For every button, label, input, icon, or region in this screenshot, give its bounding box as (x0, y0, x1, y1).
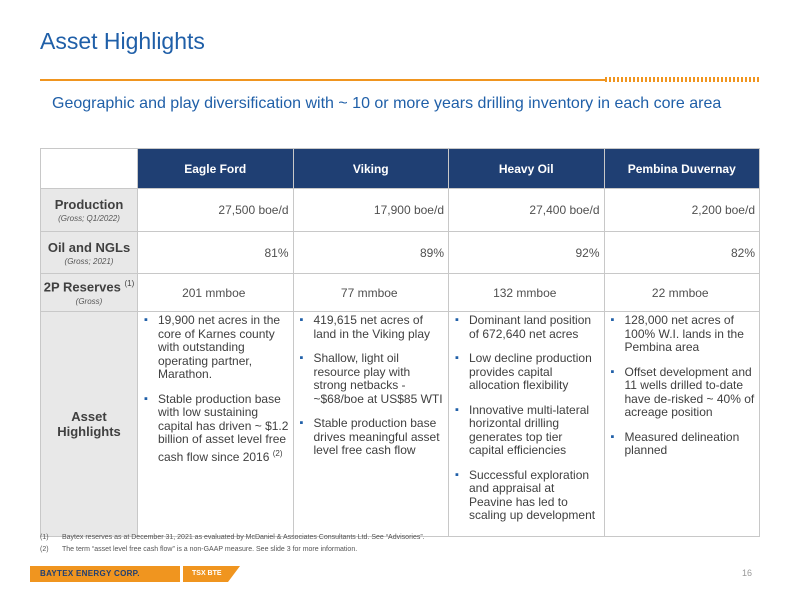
brand-ticker: TSX BTE (180, 566, 240, 582)
cell-production-heavy-oil: 27,400 boe/d (448, 188, 605, 232)
list-item: 128,000 net acres of 100% W.I. lands in … (609, 313, 756, 355)
cell-highlights-pembina: 128,000 net acres of 100% W.I. lands in … (603, 311, 760, 537)
cell-oil-ngl-pembina: 82% (603, 231, 760, 274)
table-row: 2P Reserves (1) (Gross) 201 mmboe 77 mmb… (40, 273, 760, 312)
brand-separator (180, 566, 183, 582)
footnote: (2) The term “asset level free cash flow”… (40, 544, 425, 556)
slide-title: Asset Highlights (40, 28, 205, 54)
list-item: Innovative multi-lateral horizontal dril… (453, 403, 600, 458)
footnote-text: The term “asset level free cash flow” is… (62, 546, 358, 553)
list-item: Dominant land position of 672,640 net ac… (453, 313, 600, 341)
column-header-eagle-ford: Eagle Ford (137, 148, 294, 189)
footnote-number: (1) (40, 534, 49, 541)
title-rule-hatch (605, 77, 760, 82)
list-item: Measured delineation planned (609, 430, 756, 458)
table-row: Asset Highlights 19,900 net acres in the… (40, 311, 760, 537)
row-label-sub: (Gross) (75, 296, 103, 306)
footnote-ref: (2) (272, 448, 283, 458)
cell-highlights-viking: 419,615 net acres of land in the Viking … (292, 311, 449, 537)
title-rule (40, 79, 605, 81)
asset-table: Eagle Ford Viking Heavy Oil Pembina Duve… (40, 148, 760, 537)
list-item: Shallow, light oil resource play with st… (298, 351, 445, 406)
table-header-row: Eagle Ford Viking Heavy Oil Pembina Duve… (40, 148, 760, 189)
column-header-viking: Viking (292, 148, 449, 189)
row-label-main: Oil and NGLs (47, 239, 131, 255)
list-item: 419,615 net acres of land in the Viking … (298, 313, 445, 341)
table-row: Oil and NGLs (Gross; 2021) 81% 89% 92% 8… (40, 231, 760, 274)
bullet-list: 128,000 net acres of 100% W.I. lands in … (609, 313, 756, 458)
cell-reserves-viking: 77 mmboe (292, 273, 449, 312)
bullet-list: 19,900 net acres in the core of Karnes c… (142, 313, 289, 465)
header-blank-cell (40, 148, 138, 189)
list-item-text: Stable production base with low sustaini… (158, 391, 289, 464)
row-label-reserves: 2P Reserves (1) (Gross) (40, 273, 138, 312)
cell-reserves-eagle-ford: 201 mmboe (137, 273, 294, 312)
row-label-main: 2P Reserves (1) (43, 279, 135, 294)
row-label-text: 2P Reserves (43, 279, 121, 295)
cell-oil-ngl-eagle-ford: 81% (137, 231, 294, 274)
footnotes: (1) Baytex reserves as at December 31, 20… (40, 532, 425, 556)
list-item: Stable production base with low sustaini… (142, 391, 289, 465)
list-item: 19,900 net acres in the core of Karnes c… (142, 313, 289, 382)
slide-subtitle: Geographic and play diversification with… (52, 95, 722, 112)
row-label-sub: (Gross; Q1/2022) (58, 214, 120, 223)
list-item: Low decline production provides capital … (453, 351, 600, 393)
footnote-ref: (1) (124, 279, 135, 289)
bullet-list: Dominant land position of 672,640 net ac… (453, 313, 600, 523)
row-label-line1: Asset (71, 408, 107, 424)
table-row: Production (Gross; Q1/2022) 27,500 boe/d… (40, 188, 760, 232)
column-header-heavy-oil: Heavy Oil (448, 148, 605, 189)
row-label-production: Production (Gross; Q1/2022) (40, 188, 138, 232)
cell-production-eagle-ford: 27,500 boe/d (137, 188, 294, 232)
column-header-pembina-duvernay: Pembina Duvernay (603, 148, 760, 189)
list-item: Successful exploration and appraisal at … (453, 468, 600, 523)
footnote: (1) Baytex reserves as at December 31, 20… (40, 532, 425, 544)
cell-oil-ngl-heavy-oil: 92% (448, 231, 605, 274)
list-item: Stable production base drives meaningful… (298, 416, 445, 458)
row-label-oil-ngl: Oil and NGLs (Gross; 2021) (40, 231, 138, 274)
row-label-asset-highlights: Asset Highlights (40, 311, 138, 537)
list-item: Offset development and 11 wells drilled … (609, 365, 756, 420)
cell-oil-ngl-viking: 89% (292, 231, 449, 274)
row-label-sub: (Gross; 2021) (64, 256, 114, 266)
row-label-line2: Highlights (57, 423, 121, 439)
bullet-list: 419,615 net acres of land in the Viking … (298, 313, 445, 458)
cell-production-pembina: 2,200 boe/d (603, 188, 760, 232)
footnote-text: Baytex reserves as at December 31, 2021 … (62, 534, 425, 541)
footnote-number: (2) (40, 546, 49, 553)
cell-reserves-pembina: 22 mmboe (603, 273, 760, 312)
cell-highlights-eagle-ford: 19,900 net acres in the core of Karnes c… (137, 311, 294, 537)
brand-bar: BAYTEX ENERGY CORP. TSX BTE (30, 566, 240, 582)
brand-name: BAYTEX ENERGY CORP. (30, 566, 180, 582)
page-number: 16 (741, 568, 752, 578)
cell-reserves-heavy-oil: 132 mmboe (448, 273, 605, 312)
cell-highlights-heavy-oil: Dominant land position of 672,640 net ac… (448, 311, 605, 537)
row-label-main: Production (54, 197, 124, 212)
cell-production-viking: 17,900 boe/d (292, 188, 449, 232)
